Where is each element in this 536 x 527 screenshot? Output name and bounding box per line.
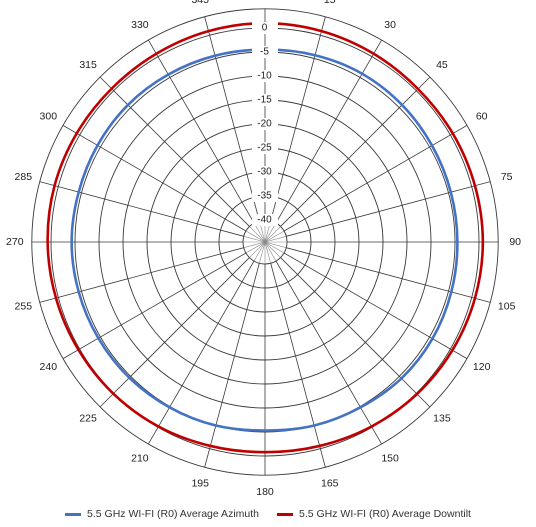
radial-tick-label: -10: [257, 71, 272, 82]
angle-label: 180: [256, 486, 274, 498]
grid-hub-spoke: [245, 230, 266, 243]
radial-tick-label: -30: [257, 167, 272, 178]
radial-label-bg: [252, 214, 278, 226]
radial-label-bg: [252, 70, 278, 82]
grid-hub-spoke: [264, 241, 271, 264]
grid-spoke: [280, 76, 431, 227]
radial-tick-label: -35: [257, 191, 272, 202]
angle-label: 120: [473, 361, 491, 373]
radial-label-bg: [252, 94, 278, 106]
grid-spoke: [62, 125, 247, 232]
angle-label: 150: [381, 452, 399, 464]
grid-spoke: [99, 257, 250, 408]
grid-hub-spoke: [264, 241, 277, 262]
legend: 5.5 GHz WI-FI (R0) Average Azimuth 5.5 G…: [0, 504, 536, 524]
radial-label-bg: [252, 190, 278, 202]
radial-label-bg: [252, 46, 278, 58]
grid-hub-spoke: [264, 236, 287, 243]
series-line-azimuth: [70, 48, 459, 432]
angle-label: 75: [501, 171, 513, 183]
angle-label: 210: [131, 452, 149, 464]
grid-hub-spoke: [259, 241, 266, 264]
radial-tick-label: -15: [257, 95, 272, 106]
grid-hub-spoke: [243, 241, 266, 248]
angle-label: 345: [191, 0, 209, 6]
radial-tick-label: -25: [257, 143, 272, 154]
grid-spoke: [283, 252, 468, 359]
legend-item-downtilt: 5.5 GHz WI-FI (R0) Average Downtilt: [277, 508, 471, 520]
grid-hub-spoke: [264, 226, 281, 243]
radial-label-bg: [252, 118, 278, 130]
grid-hub-spoke: [249, 241, 266, 258]
legend-swatch-azimuth: [65, 512, 82, 516]
grid-hub-spoke: [253, 222, 266, 243]
grid-hub-spoke: [264, 230, 285, 243]
angle-label: 165: [321, 477, 339, 489]
grid-spoke: [286, 181, 491, 237]
series-layer: [46, 21, 485, 454]
angle-label: 15: [324, 0, 336, 6]
angle-label: 330: [131, 19, 149, 31]
grid-spoke: [62, 252, 247, 359]
grid-spoke: [270, 16, 326, 221]
radial-tick-label: -5: [260, 47, 269, 58]
angle-label: 195: [191, 477, 209, 489]
grid-hub-spoke: [264, 241, 281, 258]
angle-label: 135: [433, 413, 451, 425]
angle-label: 255: [15, 301, 33, 313]
radial-label-bg: [252, 142, 278, 154]
grid-spoke: [286, 247, 491, 303]
grid-spoke: [99, 76, 250, 227]
grid-spoke: [204, 16, 260, 221]
radial-label-bg: [252, 166, 278, 178]
angle-label: 285: [15, 171, 33, 183]
grid-spoke: [283, 125, 468, 232]
angle-label: 240: [40, 361, 58, 373]
radial-tick-label: 0: [262, 23, 268, 34]
grid-spoke: [275, 39, 382, 224]
legend-swatch-downtilt: [277, 512, 293, 516]
radial-tick-label: -20: [257, 119, 272, 130]
angle-label: 225: [79, 413, 97, 425]
angle-label: 300: [40, 111, 58, 123]
grid-hub-spoke: [245, 241, 266, 254]
grid-spoke: [39, 181, 244, 237]
legend-label-downtilt: 5.5 GHz WI-FI (R0) Average Downtilt: [299, 508, 471, 520]
grid-spoke: [270, 263, 326, 468]
angle-label: 30: [384, 19, 396, 31]
legend-item-azimuth: 5.5 GHz WI-FI (R0) Average Azimuth: [65, 508, 259, 520]
angle-label: 270: [6, 236, 24, 248]
grid-spoke: [280, 257, 431, 408]
grid-spoke: [275, 260, 382, 445]
grid-hub-spoke: [264, 241, 285, 254]
angle-label: 315: [79, 59, 97, 71]
angle-label: 45: [436, 59, 448, 71]
grid-hub-spoke: [243, 236, 266, 243]
radial-tick-labels: 0 -5 -10 -15 -20 -25 -30 -35 -40: [252, 22, 278, 226]
legend-label-azimuth: 5.5 GHz WI-FI (R0) Average Azimuth: [87, 508, 259, 520]
angle-label: 90: [509, 236, 521, 248]
series-line-downtilt: [46, 21, 485, 454]
angle-label: 105: [498, 301, 516, 313]
grid-hub-spoke: [249, 226, 266, 243]
grid-spoke: [204, 263, 260, 468]
radial-label-bg: [252, 22, 278, 34]
grid-hub-spoke: [264, 222, 277, 243]
grid-spoke: [148, 260, 255, 445]
grid-spoke: [39, 247, 244, 303]
grid-hub-spoke: [264, 241, 287, 248]
radial-tick-label: -40: [257, 215, 272, 226]
angle-label: 60: [476, 111, 488, 123]
grid-spoke: [148, 39, 255, 224]
angle-labels: 0 15 30 45 60 75 90 105 120 135 150 165 180 195 210 225…: [6, 0, 521, 498]
grid-hub-spoke: [253, 241, 266, 262]
